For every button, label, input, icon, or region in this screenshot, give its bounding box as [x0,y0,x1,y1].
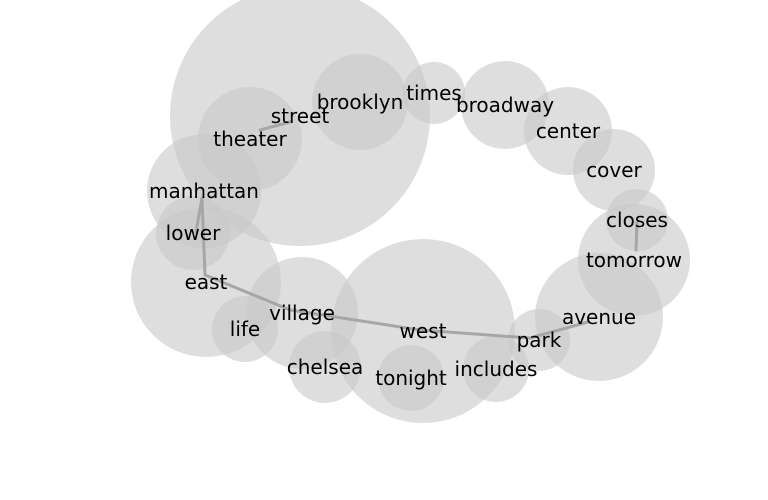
bubble-brooklyn [312,54,408,150]
bubble-life [212,296,278,362]
word-label-street: street [271,104,330,128]
word-label-lower: lower [166,221,221,245]
word-label-west: west [400,319,447,343]
word-label-manhattan: manhattan [149,179,259,203]
word-label-center: center [536,119,601,143]
edge-park-avenue [528,320,590,340]
word-label-closes: closes [606,208,668,232]
word-label-times: times [406,81,462,105]
edge-village-west [288,308,422,332]
word-label-tomorrow: tomorrow [586,248,682,272]
bubble-chelsea [289,331,361,403]
word-label-cover: cover [586,158,642,182]
edge-west-park [418,328,532,340]
edge-theater-street [258,120,292,132]
edge-east-village [203,273,292,312]
word-label-theater: theater [213,127,287,151]
edge-layer [194,120,639,340]
word-label-village: village [269,301,335,325]
bubble-theater [198,87,302,191]
word-label-tonight: tonight [375,366,447,390]
word-label-brooklyn: brooklyn [317,90,404,114]
edge-manhattan-east [200,196,207,277]
word-label-park: park [517,328,562,352]
word-label-broadway: broadway [456,93,554,117]
bubble-tonight [378,345,444,411]
bubble-times [403,62,465,124]
word-label-chelsea: chelsea [287,355,364,379]
word-label-life: life [230,317,260,341]
bubble-closes [606,189,668,251]
bubble-lower [156,196,230,270]
edge-closes-tomorrow [634,220,639,252]
bubble-park [508,309,570,371]
word-label-includes: includes [455,357,538,381]
word-label-east: east [185,270,228,294]
word-label-avenue: avenue [562,305,636,329]
